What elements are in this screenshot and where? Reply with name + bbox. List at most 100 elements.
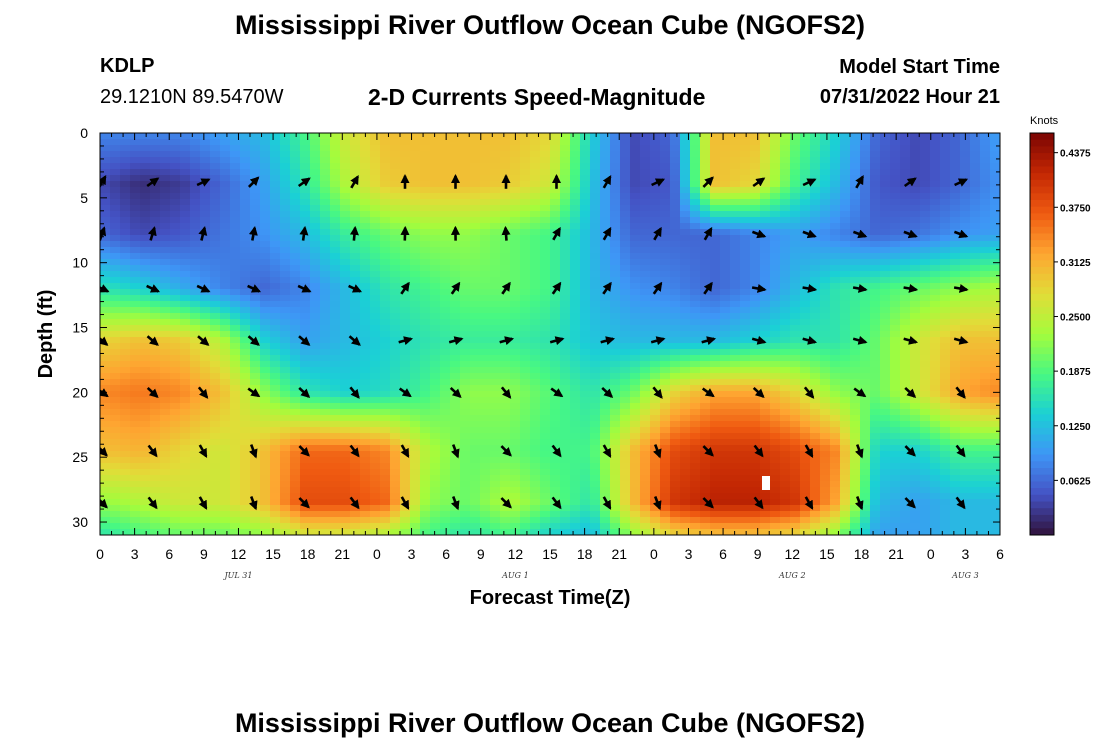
heatmap-cell [710,247,721,254]
heatmap-cell [690,313,701,320]
heatmap-cell [620,241,631,248]
heatmap-cell [130,133,141,140]
heatmap-cell [890,379,901,386]
heatmap-cell [360,223,371,230]
heatmap-cell [160,187,171,194]
heatmap-cell [440,265,451,272]
heatmap-cell [260,175,271,182]
heatmap-cell [440,271,451,278]
heatmap-cell [660,307,671,314]
heatmap-cell [790,307,801,314]
heatmap-cell [280,325,291,332]
heatmap-cell [270,247,281,254]
heatmap-cell [530,385,541,392]
heatmap-cell [560,343,571,350]
heatmap-cell [910,403,921,410]
heatmap-cell [330,175,341,182]
heatmap-cell [470,175,481,182]
heatmap-cell [990,451,1000,458]
heatmap-cell [820,397,831,404]
heatmap-cell [540,211,551,218]
heatmap-cell [900,271,911,278]
heatmap-cell [990,271,1000,278]
heatmap-cell [990,325,1000,332]
heatmap-cell [330,217,341,224]
heatmap-cell [810,397,821,404]
heatmap-cell [510,271,521,278]
heatmap-cell [920,403,931,410]
heatmap-cell [760,343,771,350]
heatmap-cell [670,373,681,380]
heatmap-cell [850,139,861,146]
heatmap-cell [970,163,981,170]
heatmap-cell [830,253,841,260]
heatmap-cell [650,301,661,308]
heatmap-cell [130,247,141,254]
heatmap-cell [180,235,191,242]
heatmap-cell [310,415,321,422]
heatmap-cell [750,241,761,248]
heatmap-cell [850,205,861,212]
heatmap-cell [770,163,781,170]
heatmap-cell [650,457,661,464]
heatmap-cell [590,307,601,314]
heatmap-cell [550,421,561,428]
heatmap-cell [910,193,921,200]
heatmap-cell [420,169,431,176]
heatmap-cell [930,157,941,164]
heatmap-cell [870,283,881,290]
heatmap-cell [480,421,491,428]
heatmap-cell [480,319,491,326]
heatmap-cell [340,205,351,212]
heatmap-cell [250,313,261,320]
heatmap-cell [490,181,501,188]
heatmap-cell [150,379,161,386]
heatmap-cell [260,295,271,302]
heatmap-cell [540,319,551,326]
heatmap-cell [110,259,121,266]
heatmap-cell [420,187,431,194]
heatmap-cell [400,439,411,446]
heatmap-cell [930,175,941,182]
heatmap-cell [270,313,281,320]
heatmap-cell [280,367,291,374]
heatmap-cell [930,379,941,386]
heatmap-cell [120,439,131,446]
heatmap-cell [730,373,741,380]
heatmap-cell [120,373,131,380]
heatmap-cell [780,385,791,392]
heatmap-cell [970,217,981,224]
heatmap-cell [400,421,411,428]
heatmap-cell [630,379,641,386]
model-start-label: Model Start Time [839,56,1000,78]
heatmap-cell [660,415,671,422]
heatmap-cell [280,433,291,440]
heatmap-cell [850,403,861,410]
heatmap-cell [130,325,141,332]
heatmap-cell [640,139,651,146]
heatmap-cell [380,451,391,458]
heatmap-cell [680,211,691,218]
heatmap-cell [540,175,551,182]
heatmap-cell [220,157,231,164]
heatmap-cell [860,325,871,332]
heatmap-cell [600,457,611,464]
heatmap-cell [290,271,301,278]
heatmap-cell [430,403,441,410]
heatmap-cell [740,253,751,260]
heatmap-cell [320,379,331,386]
heatmap-cell [970,457,981,464]
heatmap-cell [160,277,171,284]
heatmap-cell [320,145,331,152]
heatmap-cell [440,355,451,362]
heatmap-cell [240,271,251,278]
heatmap-cell [430,211,441,218]
heatmap-cell [910,199,921,206]
heatmap-cell [220,241,231,248]
heatmap-cell [840,187,851,194]
heatmap-cell [310,181,321,188]
heatmap-cell [920,139,931,146]
heatmap-cell [820,271,831,278]
heatmap-cell [950,133,961,140]
heatmap-cell [180,385,191,392]
